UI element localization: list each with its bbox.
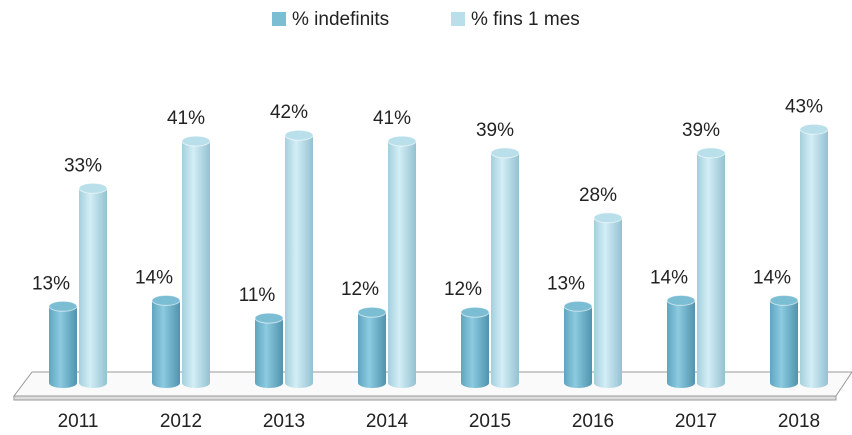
- bar: [799, 123, 829, 388]
- bar: [666, 294, 696, 388]
- data-label: 28%: [579, 185, 617, 206]
- bar-top: [563, 300, 593, 312]
- bar-body: [388, 141, 416, 383]
- bar: [563, 300, 593, 388]
- bar-top: [48, 300, 78, 312]
- bar-body: [461, 312, 489, 383]
- bar: [48, 300, 78, 388]
- legend-swatch: [451, 12, 465, 26]
- data-label: 33%: [64, 155, 102, 176]
- bar: [78, 182, 108, 388]
- bar: [151, 294, 181, 388]
- bar-body: [564, 306, 592, 383]
- x-tick-label: 2018: [778, 411, 820, 432]
- x-tick-label: 2012: [160, 411, 202, 432]
- bar: [357, 306, 387, 388]
- x-tick-label: 2017: [675, 411, 717, 432]
- legend-label: % fins 1 mes: [471, 9, 580, 30]
- bar: [387, 135, 417, 388]
- data-label: 14%: [650, 267, 688, 288]
- bar-body: [49, 306, 77, 383]
- data-label: 39%: [682, 120, 720, 141]
- data-label: 14%: [135, 267, 173, 288]
- data-label: 12%: [341, 279, 379, 300]
- bar-top: [666, 294, 696, 306]
- data-label: 11%: [239, 285, 276, 306]
- bar-body: [800, 129, 828, 383]
- bar-body: [697, 152, 725, 383]
- bar-top: [593, 212, 623, 224]
- data-label: 43%: [785, 96, 823, 117]
- bar-body: [594, 217, 622, 383]
- x-tick-label: 2011: [58, 411, 99, 432]
- bar-top: [490, 147, 520, 159]
- x-tick-label: 2015: [469, 411, 511, 432]
- bar-top: [284, 129, 314, 141]
- bar-top: [460, 306, 490, 318]
- bar-top: [387, 135, 417, 147]
- bar: [490, 147, 520, 388]
- bar: [593, 212, 623, 388]
- bar-top: [769, 294, 799, 306]
- bar: [769, 294, 799, 388]
- legend-swatch: [272, 12, 286, 26]
- data-label: 41%: [373, 108, 411, 129]
- data-label: 12%: [444, 279, 482, 300]
- bar-body: [667, 300, 695, 383]
- bar-body: [770, 300, 798, 383]
- bar-body: [491, 152, 519, 383]
- bar-body: [182, 141, 210, 383]
- bar-top: [151, 294, 181, 306]
- data-label: 42%: [270, 102, 308, 123]
- floor-edge: [13, 395, 837, 401]
- data-label: 41%: [167, 108, 205, 129]
- x-tick-label: 2014: [366, 411, 409, 432]
- x-tick-label: 2013: [263, 411, 305, 432]
- data-label: 14%: [753, 267, 791, 288]
- bar-top: [254, 312, 284, 324]
- bar: [284, 129, 314, 388]
- bar: [696, 147, 726, 388]
- bar: [254, 312, 284, 388]
- bar-body: [285, 135, 313, 383]
- bar-top: [78, 182, 108, 194]
- x-tick-label: 2016: [572, 411, 614, 432]
- bar-body: [255, 318, 283, 383]
- floor: [13, 371, 852, 397]
- bar-body: [79, 188, 107, 383]
- bar-top: [181, 135, 211, 147]
- bar-body: [152, 300, 180, 383]
- legend: % indefinits % fins 1 mes: [272, 9, 580, 30]
- legend-label: % indefinits: [292, 9, 389, 30]
- data-label: 13%: [32, 273, 70, 294]
- bar: [181, 135, 211, 388]
- bar-top: [696, 147, 726, 159]
- bar-body: [358, 312, 386, 383]
- bar-top: [357, 306, 387, 318]
- data-label: 13%: [547, 273, 585, 294]
- data-label: 39%: [476, 120, 514, 141]
- bar-top: [799, 123, 829, 135]
- bar: [460, 306, 490, 388]
